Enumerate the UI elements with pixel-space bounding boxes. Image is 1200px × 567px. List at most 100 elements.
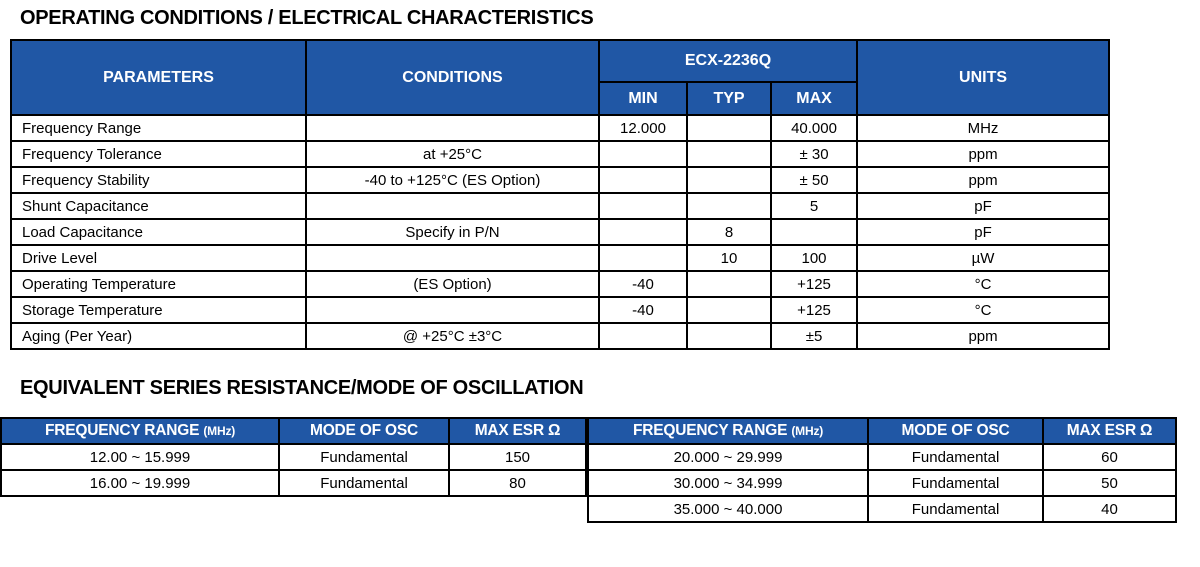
typ-cell bbox=[686, 296, 772, 324]
min-cell: -40 bbox=[598, 296, 688, 324]
electrical-header-row-sub: MIN TYP MAX bbox=[11, 81, 1109, 116]
mode-cell: Fundamental bbox=[867, 495, 1044, 523]
parameter-cell: Storage Temperature bbox=[10, 296, 307, 324]
col-header-conditions: CONDITIONS bbox=[305, 39, 600, 116]
condition-cell bbox=[305, 296, 600, 324]
typ-cell bbox=[686, 166, 772, 194]
frequency-range-cell: 16.00 ~ 19.999 bbox=[0, 469, 280, 497]
table-row: 12.00 ~ 15.999 Fundamental 150 bbox=[0, 443, 587, 471]
mode-cell: Fundamental bbox=[278, 443, 450, 471]
frequency-range-cell: 30.000 ~ 34.999 bbox=[587, 469, 869, 497]
frequency-unit-label: (MHz) bbox=[791, 424, 824, 438]
mode-cell: Fundamental bbox=[867, 469, 1044, 497]
table-row: 20.000 ~ 29.999 Fundamental 60 bbox=[587, 443, 1177, 471]
col-header-parameters: PARAMETERS bbox=[10, 39, 307, 116]
typ-cell bbox=[686, 322, 772, 350]
col-header-min: MIN bbox=[598, 81, 688, 116]
esr-cell: 80 bbox=[448, 469, 587, 497]
table-row: 35.000 ~ 40.000 Fundamental 40 bbox=[587, 495, 1177, 523]
datasheet-page: OPERATING CONDITIONS / ELECTRICAL CHARAC… bbox=[0, 7, 1200, 523]
table-row: Frequency Stability -40 to +125°C (ES Op… bbox=[10, 166, 1111, 194]
condition-cell: (ES Option) bbox=[305, 270, 600, 298]
frequency-range-cell: 20.000 ~ 29.999 bbox=[587, 443, 869, 471]
parameter-cell: Drive Level bbox=[10, 244, 307, 272]
condition-cell bbox=[305, 114, 600, 142]
min-cell bbox=[598, 192, 688, 220]
electrical-header-row-top: PARAMETERS CONDITIONS ECX-2236Q UNITS bbox=[10, 39, 1111, 116]
units-cell: MHz bbox=[856, 114, 1111, 142]
min-cell bbox=[598, 322, 688, 350]
esr-left-header-row: FREQUENCY RANGE (MHz) MODE OF OSC MAX ES… bbox=[0, 417, 587, 445]
units-cell: µW bbox=[856, 244, 1111, 272]
table-row: Shunt Capacitance 5 pF bbox=[10, 192, 1111, 220]
condition-cell: at +25°C bbox=[305, 140, 600, 168]
units-cell: pF bbox=[856, 218, 1111, 246]
mode-cell: Fundamental bbox=[278, 469, 450, 497]
min-cell: -40 bbox=[598, 270, 688, 298]
col-header-part-number: ECX-2236Q bbox=[597, 39, 859, 83]
min-cell bbox=[598, 166, 688, 194]
max-cell: +125 bbox=[769, 270, 859, 298]
typ-cell: 10 bbox=[686, 244, 772, 272]
condition-cell: Specify in P/N bbox=[305, 218, 600, 246]
units-cell: °C bbox=[856, 270, 1111, 298]
min-cell bbox=[598, 140, 688, 168]
esr-cell: 150 bbox=[448, 443, 587, 471]
table-row: Load Capacitance Specify in P/N 8 pF bbox=[10, 218, 1111, 246]
table-row: Frequency Range 12.000 40.000 MHz bbox=[10, 114, 1111, 142]
col-header-mode-of-osc: MODE OF OSC bbox=[278, 417, 450, 445]
esr-right-header-row: FREQUENCY RANGE (MHz) MODE OF OSC MAX ES… bbox=[587, 417, 1177, 445]
table-row: Aging (Per Year) @ +25°C ±3°C ±5 ppm bbox=[10, 322, 1111, 350]
condition-cell bbox=[305, 244, 600, 272]
units-cell: ppm bbox=[856, 166, 1111, 194]
col-header-units: UNITS bbox=[856, 39, 1111, 116]
typ-cell bbox=[686, 114, 772, 142]
table-row: Operating Temperature (ES Option) -40 +1… bbox=[10, 270, 1111, 298]
typ-cell bbox=[686, 140, 772, 168]
parameter-cell: Load Capacitance bbox=[10, 218, 307, 246]
max-cell: ± 30 bbox=[769, 140, 859, 168]
max-cell: ± 50 bbox=[769, 166, 859, 194]
esr-tables: FREQUENCY RANGE (MHz) MODE OF OSC MAX ES… bbox=[0, 417, 1200, 523]
units-cell: pF bbox=[856, 192, 1111, 220]
mode-cell: Fundamental bbox=[867, 443, 1044, 471]
col-header-typ: TYP bbox=[686, 81, 772, 116]
electrical-section-title: OPERATING CONDITIONS / ELECTRICAL CHARAC… bbox=[20, 7, 594, 29]
min-cell bbox=[598, 218, 688, 246]
esr-table-right: FREQUENCY RANGE (MHz) MODE OF OSC MAX ES… bbox=[587, 417, 1177, 523]
typ-cell bbox=[686, 270, 772, 298]
esr-cell: 50 bbox=[1042, 469, 1177, 497]
units-cell: ppm bbox=[856, 322, 1111, 350]
table-row: Storage Temperature -40 +125 °C bbox=[10, 296, 1111, 324]
col-header-max-esr: MAX ESR Ω bbox=[1042, 417, 1177, 445]
condition-cell: -40 to +125°C (ES Option) bbox=[305, 166, 600, 194]
max-cell: +125 bbox=[769, 296, 859, 324]
col-header-mode-of-osc: MODE OF OSC bbox=[867, 417, 1044, 445]
min-cell: 12.000 bbox=[598, 114, 688, 142]
parameter-cell: Frequency Range bbox=[10, 114, 307, 142]
parameter-cell: Shunt Capacitance bbox=[10, 192, 307, 220]
table-row: Frequency Tolerance at +25°C ± 30 ppm bbox=[10, 140, 1111, 168]
units-cell: ppm bbox=[856, 140, 1111, 168]
parameter-cell: Aging (Per Year) bbox=[10, 322, 307, 350]
typ-cell bbox=[686, 192, 772, 220]
max-cell: 40.000 bbox=[769, 114, 859, 142]
col-header-frequency-range: FREQUENCY RANGE (MHz) bbox=[0, 417, 280, 445]
table-row: Drive Level 10 100 µW bbox=[10, 244, 1111, 272]
esr-cell: 60 bbox=[1042, 443, 1177, 471]
condition-cell: @ +25°C ±3°C bbox=[305, 322, 600, 350]
table-row: 30.000 ~ 34.999 Fundamental 50 bbox=[587, 469, 1177, 497]
electrical-characteristics-table: PARAMETERS CONDITIONS ECX-2236Q UNITS MI… bbox=[10, 39, 1111, 350]
col-header-frequency-range: FREQUENCY RANGE (MHz) bbox=[587, 417, 869, 445]
units-cell: °C bbox=[856, 296, 1111, 324]
min-cell bbox=[598, 244, 688, 272]
col-header-max-esr: MAX ESR Ω bbox=[448, 417, 587, 445]
max-cell: ±5 bbox=[769, 322, 859, 350]
max-cell: 100 bbox=[769, 244, 859, 272]
esr-section-title: EQUIVALENT SERIES RESISTANCE/MODE OF OSC… bbox=[20, 377, 584, 399]
table-row: 16.00 ~ 19.999 Fundamental 80 bbox=[0, 469, 587, 497]
parameter-cell: Operating Temperature bbox=[10, 270, 307, 298]
frequency-range-cell: 35.000 ~ 40.000 bbox=[587, 495, 869, 523]
frequency-unit-label: (MHz) bbox=[203, 424, 236, 438]
max-cell: 5 bbox=[769, 192, 859, 220]
